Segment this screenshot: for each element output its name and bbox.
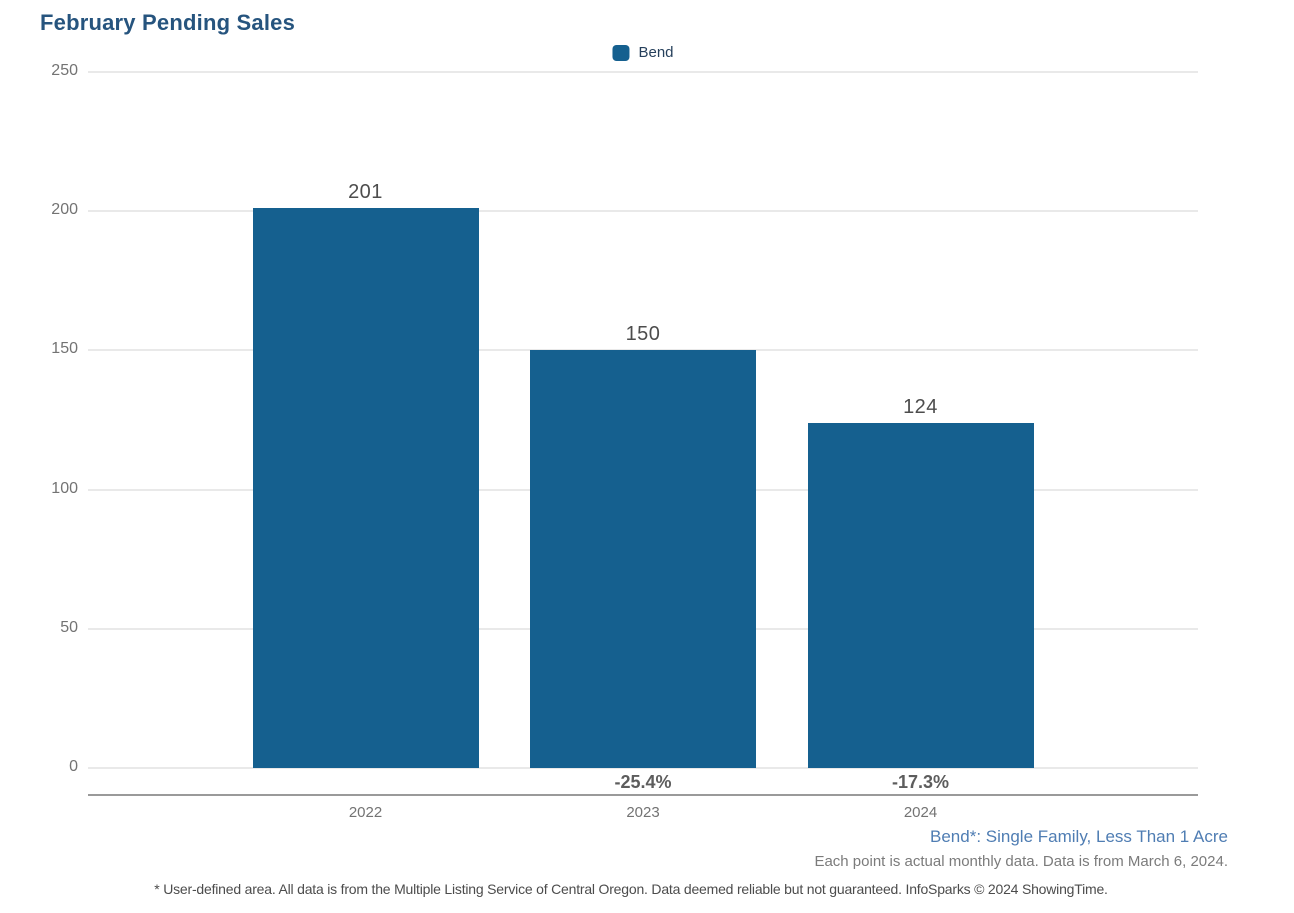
xtick-2022: 2022 — [348, 804, 383, 821]
bar-2023[interactable] — [530, 350, 756, 768]
ytick-200: 200 — [51, 201, 78, 219]
gridline-0 — [88, 767, 1198, 769]
gridline-250 — [88, 71, 1198, 73]
ytick-0: 0 — [69, 758, 78, 775]
legend-label: Bend — [638, 44, 674, 61]
xtick-2023: 2023 — [626, 804, 660, 821]
bar-2024[interactable] — [807, 422, 1034, 768]
bar-2022[interactable] — [252, 208, 479, 768]
bar-value-2023: 150 — [625, 323, 661, 346]
bar-value-2022: 201 — [348, 181, 383, 204]
xtick-2024: 2024 — [903, 804, 938, 821]
ytick-250: 250 — [51, 62, 78, 79]
ytick-150: 150 — [51, 340, 78, 358]
ytick-50: 50 — [60, 618, 78, 636]
x-axis-line — [88, 794, 1198, 796]
ytick-100: 100 — [51, 479, 78, 497]
legend-swatch-icon — [612, 44, 630, 61]
footnote-data-note: Each point is actual monthly data. Data … — [814, 853, 1228, 870]
footnote-disclaimer: * User-defined area. All data is from th… — [154, 881, 1108, 897]
legend-item-bend[interactable]: Bend — [612, 44, 674, 61]
page-title: February Pending Sales — [40, 10, 296, 35]
footnote-series-definition: Bend*: Single Family, Less Than 1 Acre — [930, 827, 1228, 846]
gridline-200 — [88, 210, 1198, 213]
bar-value-2024: 124 — [903, 395, 938, 418]
bar-change-2023: -25.4% — [614, 772, 672, 792]
bar-change-2024: -17.3% — [891, 772, 950, 792]
